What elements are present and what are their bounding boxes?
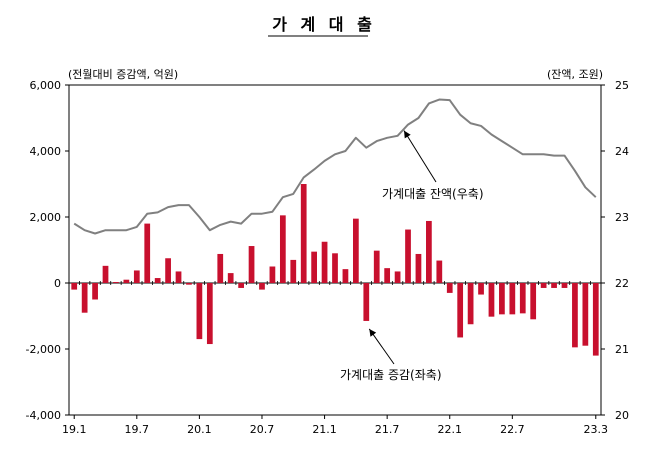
bar bbox=[332, 253, 338, 283]
bar bbox=[81, 283, 88, 313]
x-tick-label: 23.3 bbox=[584, 423, 609, 436]
bar bbox=[384, 268, 391, 283]
x-tick-label: 19.1 bbox=[62, 423, 87, 436]
bar bbox=[509, 283, 516, 315]
bar bbox=[592, 283, 599, 356]
bar bbox=[457, 283, 464, 338]
bar bbox=[175, 271, 182, 283]
bar bbox=[582, 283, 589, 346]
bar bbox=[352, 218, 359, 283]
bar bbox=[269, 266, 276, 283]
bar bbox=[217, 253, 224, 283]
bar bbox=[259, 283, 265, 290]
bar bbox=[530, 283, 537, 320]
bar bbox=[186, 283, 192, 285]
x-tick-label: 22.1 bbox=[437, 423, 462, 436]
bar bbox=[467, 283, 474, 325]
x-tick-label: 21.1 bbox=[312, 423, 337, 436]
left-tick-label: -4,000 bbox=[26, 409, 61, 422]
bar bbox=[154, 278, 161, 283]
right-tick-label: 25 bbox=[615, 79, 629, 92]
right-tick-label: 23 bbox=[615, 211, 629, 224]
x-tick-label: 20.1 bbox=[187, 423, 212, 436]
annotation-change-arrow-head bbox=[369, 328, 377, 337]
bar bbox=[488, 283, 495, 317]
bar bbox=[123, 279, 130, 283]
right-tick-label: 20 bbox=[615, 409, 629, 422]
left-tick-label: -2,000 bbox=[26, 343, 61, 356]
bar bbox=[165, 258, 171, 283]
left-tick-label: 6,000 bbox=[30, 79, 62, 92]
bar bbox=[238, 283, 244, 288]
bar bbox=[373, 250, 380, 283]
bar bbox=[227, 273, 234, 283]
left-tick-label: 0 bbox=[54, 277, 61, 290]
bar bbox=[499, 283, 505, 315]
bar bbox=[540, 283, 547, 288]
bar bbox=[426, 220, 432, 283]
bar bbox=[321, 241, 328, 283]
bar bbox=[196, 283, 203, 340]
annotation-change-arrow bbox=[368, 328, 395, 365]
bar bbox=[248, 246, 255, 283]
left-tick-label: 2,000 bbox=[30, 211, 62, 224]
plot-area: -4,000 -2,000 0 2,000 4,000 6,000 20 21 22 23 24 25… bbox=[26, 79, 629, 436]
bar bbox=[405, 229, 411, 283]
bar bbox=[290, 259, 297, 283]
bar bbox=[133, 270, 140, 283]
bar bbox=[342, 269, 349, 283]
bar bbox=[279, 215, 286, 283]
bar bbox=[551, 283, 557, 288]
bar bbox=[415, 253, 422, 283]
right-axis-label: (잔액, 조원) bbox=[547, 68, 603, 81]
bar bbox=[113, 282, 119, 283]
right-tick-label: 22 bbox=[615, 277, 629, 290]
chart-title: 가 계 대 출 bbox=[272, 15, 376, 34]
bar bbox=[394, 271, 401, 283]
bar bbox=[561, 283, 568, 288]
bar bbox=[300, 184, 307, 283]
x-tick-label: 22.7 bbox=[500, 423, 525, 436]
annotation-balance: 가계대출 잔액(우축) bbox=[382, 187, 484, 201]
bar bbox=[478, 283, 484, 295]
left-axis-label: (전월대비 증감액, 억원) bbox=[68, 68, 178, 81]
bar bbox=[102, 265, 109, 283]
bar bbox=[436, 260, 443, 283]
right-tick-label: 21 bbox=[615, 343, 629, 356]
left-tick-label: 4,000 bbox=[30, 145, 62, 158]
right-tick-label: 24 bbox=[615, 145, 629, 158]
annotation-change: 가계대출 증감(좌축) bbox=[340, 368, 442, 382]
annotation-balance-arrow-head bbox=[404, 130, 411, 139]
bar bbox=[206, 283, 213, 345]
bar bbox=[572, 283, 578, 348]
x-tick-label: 20.7 bbox=[250, 423, 275, 436]
x-tick-label: 21.7 bbox=[375, 423, 400, 436]
bar bbox=[519, 283, 526, 314]
bar bbox=[71, 283, 78, 290]
x-tick-label: 19.7 bbox=[125, 423, 150, 436]
annotation-balance-arrow bbox=[403, 130, 437, 183]
bar bbox=[92, 283, 98, 300]
bar bbox=[311, 251, 318, 283]
bar bbox=[144, 223, 151, 283]
balance-line bbox=[73, 98, 597, 235]
bar bbox=[363, 283, 370, 321]
bar bbox=[446, 283, 453, 293]
